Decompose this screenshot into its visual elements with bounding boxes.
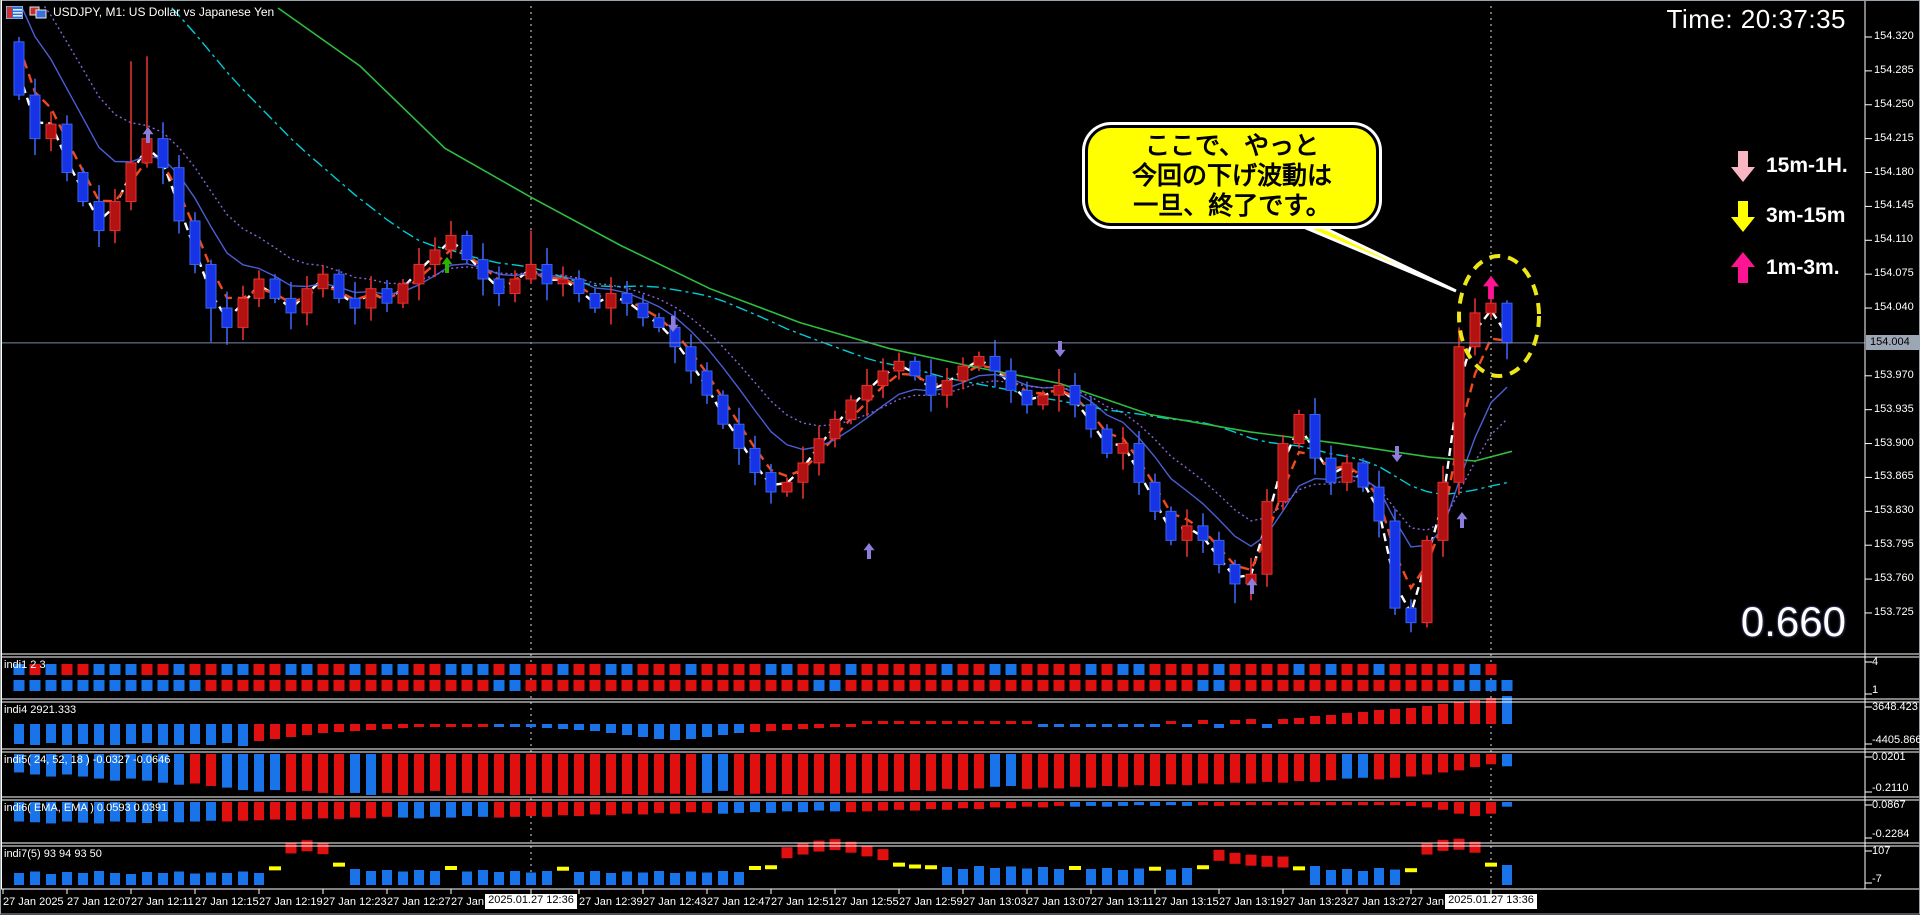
legend-label: 1m-3m. [1766,256,1840,279]
callout-line: ここで、やっと [1144,131,1319,160]
legend-label: 3m-15m [1766,204,1846,227]
panel-axis-max: 0.0201 [1872,751,1906,763]
price-axis-label: 153.830 [1874,504,1914,517]
legend-item-15m-1h: 15m-1H. [1730,148,1848,184]
time-axis-label: 27 Jan 12:11 [131,896,194,908]
price-axis-label: 153.795 [1874,538,1914,551]
current-price-label: 154.004 [1866,335,1920,350]
price-axis-label: 153.935 [1874,402,1914,415]
time-axis-label: 27 Jan 12:07 [67,896,131,908]
chart-list-icon[interactable] [6,5,23,19]
legend-label: 15m-1H. [1766,154,1848,177]
price-axis-label: 153.970 [1874,368,1914,381]
time-axis-label: 27 Jan 12:47 [707,896,771,908]
panel-axis-max: 3648.423 [1872,701,1918,713]
panel-axis-min: -0.2110 [1872,782,1909,794]
time-axis-label: 27 Jan 13:23 [1283,896,1347,908]
time-axis-label: 27 Jan 12:43 [643,896,707,908]
price-axis-label: 154.320 [1874,30,1914,42]
time-axis-label: 27 Jan 12:19 [259,896,323,908]
panel-axis-max: 4 [1872,656,1879,668]
time-axis-label: 27 Jan 13:07 [1027,896,1091,908]
panel-label-indi4: indi4 2921.333 [4,704,77,716]
price-axis-label: 153.725 [1874,605,1914,618]
price-axis-label: 154.250 [1874,97,1914,110]
time-axis-label: 27 Jan 12:15 [195,896,259,908]
time-axis-label: 27 Jan 12:39 [579,896,643,908]
time-axis-label: 27 Jan 12:23 [323,896,387,908]
price-axis-label: 154.110 [1874,233,1913,246]
legend-item-1m-3m: 1m-3m. [1730,250,1840,286]
price-axis-label: 153.865 [1874,470,1914,483]
panel-axis-min: -4405.866 [1872,734,1920,746]
time-axis-label: 27 Jan 13:19 [1219,896,1283,908]
panel-label-indi1: indi1 2 3 [4,659,46,671]
panel-label-indi7: indi7(5) 93 94 93 50 [4,848,102,860]
time-axis-label: 27 Jan 12:51 [771,896,835,908]
annotation-callout[interactable]: ここで、やっと 今回の下げ波動は 一旦、終了です。 [1085,125,1379,226]
time-axis-label: 27 Jan 12:55 [835,896,899,908]
time-axis-label: 27 Jan 13:11 [1091,896,1154,908]
chart-title-bar: USDJPY, M1: US Dollar vs Japanese Yen [6,5,274,19]
time-axis-label: 27 Jan 12:27 [387,896,451,908]
price-axis-label: 154.180 [1874,165,1914,178]
price-axis-label: 153.900 [1874,436,1914,449]
panel-label-indi6: indi6( EMA, EMA ) 0.0593 0.0391 [4,802,168,814]
panel-axis-min: -0.2284 [1872,828,1910,840]
chart-title: USDJPY, M1: US Dollar vs Japanese Yen [53,5,275,19]
time-axis-label: 27 Jan 2025 [3,896,64,908]
chart-window-icon[interactable] [29,6,47,19]
time-axis-label-highlighted: 2025.01.27 13:36 [1445,894,1537,909]
indicator-big-value: 0.660 [1740,598,1846,645]
panel-axis-min: 1 [1872,684,1879,696]
price-axis-label: 154.075 [1874,267,1914,280]
time-axis-label: 27 Jan 13:27 [1347,896,1411,908]
panel-label-indi5: indi5( 24, 52, 18 ) -0.0327 -0.0646 [4,754,171,766]
server-time-display: Time: 20:37:35 [1666,4,1846,34]
price-axis-label: 154.215 [1874,131,1914,144]
yellow-down-arrow-icon [1731,201,1755,232]
callout-line: 今回の下げ波動は [1131,161,1332,190]
panel-axis-max: 107 [1872,845,1891,857]
pink-down-arrow-icon [1731,151,1755,182]
price-axis-label: 154.285 [1874,63,1914,76]
time-axis-label-highlighted: 2025.01.27 12:36 [485,894,577,909]
price-axis-label: 154.145 [1874,199,1914,212]
panel-axis-min: -7 [1872,873,1882,885]
legend-item-3m-15m: 3m-15m [1730,198,1845,234]
magenta-up-arrow-icon [1731,252,1755,283]
price-axis-label: 154.040 [1874,301,1914,314]
panel-axis-max: 0.0867 [1872,799,1906,811]
time-axis-label: 27 Jan 13:03 [963,896,1027,908]
time-axis-label: 27 Jan 13:15 [1155,896,1219,908]
price-axis-label: 153.760 [1874,572,1914,585]
time-axis-label: 27 Jan 12:59 [899,896,963,908]
callout-line: 一旦、終了です。 [1133,191,1331,220]
